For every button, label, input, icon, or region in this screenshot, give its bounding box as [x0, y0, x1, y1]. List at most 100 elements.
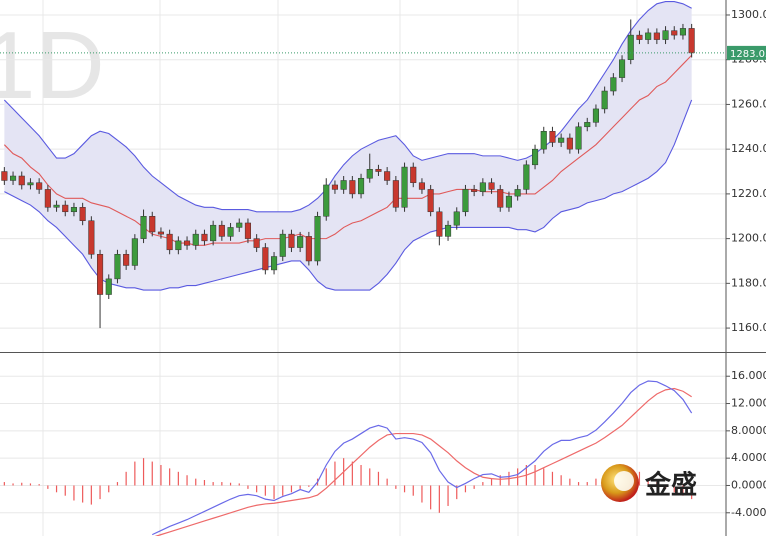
- candle-body: [253, 238, 260, 248]
- candle-body: [410, 166, 417, 183]
- bollinger-middle: [3, 54, 693, 246]
- candle-body: [114, 254, 121, 280]
- candle-body: [679, 28, 687, 36]
- candle-body: [323, 184, 330, 217]
- candle-body: [645, 32, 652, 40]
- candle-body: [375, 169, 382, 172]
- y-tick-label: 1180.0: [731, 276, 766, 289]
- bollinger-upper: [3, 1, 692, 213]
- candle-body: [140, 216, 147, 239]
- candle-body: [18, 175, 25, 186]
- candle-body: [514, 189, 521, 197]
- candle-body: [166, 233, 173, 251]
- candle-body: [184, 240, 191, 246]
- candle-body: [445, 224, 452, 237]
- last-price-box: [727, 45, 766, 60]
- candle-body: [505, 195, 512, 208]
- y-tick-label: 16.0000: [731, 369, 766, 382]
- candle-body: [149, 216, 156, 233]
- candle-body: [688, 28, 695, 54]
- candle-body: [462, 189, 469, 213]
- candle-body: [331, 184, 338, 190]
- last-price-label: 1283.05: [730, 49, 766, 60]
- watermark: 1D: [0, 12, 105, 119]
- y-tick-label: 1300.0: [731, 8, 766, 21]
- candle-body: [384, 171, 391, 181]
- y-tick-label: 1240.0: [731, 142, 766, 155]
- candle-body: [671, 30, 678, 36]
- candle-body: [123, 254, 130, 266]
- bollinger-lower: [4, 99, 693, 291]
- candle-body: [297, 236, 304, 248]
- y-tick-label: 1160.0: [731, 321, 766, 334]
- candle-body: [601, 90, 608, 110]
- candle-body: [497, 189, 504, 208]
- candle-body: [53, 204, 60, 208]
- candle-body: [392, 180, 399, 208]
- candle-body: [175, 240, 182, 251]
- candle-body: [566, 137, 573, 150]
- candle-body: [79, 207, 86, 221]
- y-tick-label: 0.0000: [731, 478, 766, 491]
- candle-body: [62, 204, 69, 213]
- y-tick-label: 12.0000: [731, 397, 766, 410]
- band-fill: [4, 1, 692, 291]
- candle-body: [427, 189, 434, 213]
- candle-body: [532, 148, 539, 166]
- y-tick-label: 1260.0: [731, 97, 766, 110]
- candle-body: [10, 175, 17, 181]
- candle-body: [218, 224, 225, 237]
- candle-body: [592, 108, 600, 123]
- candle-body: [436, 211, 443, 237]
- candle-body: [236, 222, 243, 228]
- candle-body: [70, 207, 78, 213]
- candle-body: [349, 180, 356, 195]
- y-tick-label: 8.0000: [731, 424, 766, 437]
- candle-body: [471, 189, 478, 192]
- price-panel: [0, 1, 726, 329]
- candle-body: [44, 189, 51, 208]
- logo: 金盛: [601, 464, 697, 502]
- candle-body: [558, 137, 565, 143]
- candle-body: [27, 182, 34, 186]
- candle-body: [36, 182, 43, 190]
- candle-body: [401, 166, 408, 208]
- candle-body: [488, 182, 495, 190]
- candle-body: [479, 182, 486, 192]
- y-tick-label: -4.0000: [731, 506, 766, 519]
- candle-body: [584, 122, 591, 128]
- candle-body: [627, 34, 634, 60]
- candle-body: [540, 131, 547, 150]
- candle-body: [97, 254, 104, 295]
- candle-body: [227, 227, 234, 237]
- candle-body: [131, 238, 138, 266]
- logo-text: 金盛: [644, 470, 697, 501]
- y-tick-label: 1220.0: [731, 187, 766, 200]
- candle-body: [314, 216, 321, 262]
- candle-body: [418, 182, 425, 190]
- candle-body: [157, 231, 164, 235]
- candle-body: [271, 256, 278, 271]
- candle-body: [619, 59, 626, 78]
- candle-body: [1, 171, 8, 181]
- candle-body: [636, 34, 643, 40]
- candle-body: [105, 278, 112, 295]
- candle-body: [201, 233, 208, 242]
- candle-body: [210, 224, 217, 242]
- candle-body: [610, 77, 617, 92]
- candle-body: [88, 220, 95, 255]
- candle-body: [575, 126, 582, 150]
- signal-line: [154, 387, 692, 536]
- y-tick-label: 1200.0: [731, 232, 766, 245]
- candle-body: [358, 177, 365, 195]
- candle-body: [366, 169, 373, 179]
- candle-body: [288, 233, 295, 248]
- candle-body: [453, 211, 460, 226]
- macd-line: [151, 380, 693, 536]
- candle-body: [262, 247, 269, 271]
- candle-body: [192, 233, 199, 246]
- candle-body: [653, 32, 660, 40]
